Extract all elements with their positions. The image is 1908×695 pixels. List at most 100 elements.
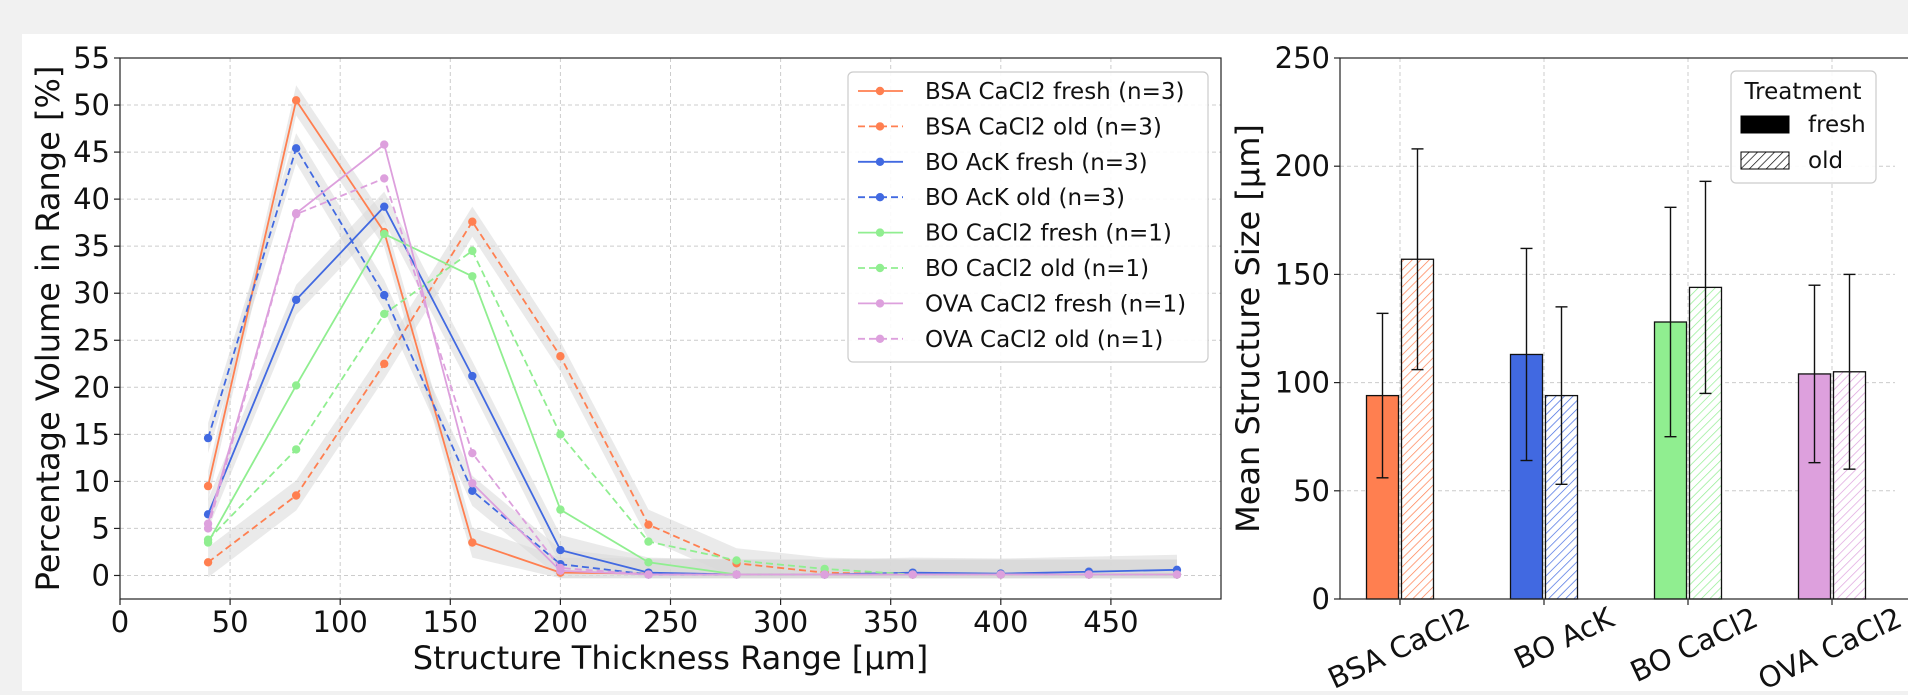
data-point (380, 290, 389, 300)
data-point (556, 545, 565, 555)
legend-label: fresh (1808, 112, 1866, 138)
y-tick-label: 30 (73, 276, 110, 310)
x-tick-label: 250 (643, 605, 698, 639)
y-tick-label: 40 (73, 182, 110, 216)
data-point (1084, 570, 1094, 579)
legend-marker (875, 263, 885, 273)
data-point (468, 538, 477, 547)
y-tick-label: 0 (1312, 582, 1330, 616)
data-point (732, 556, 741, 565)
data-point (203, 481, 213, 491)
legend-label: BO AcK old (n=3) (925, 185, 1125, 211)
legend-label: BO CaCl2 fresh (n=1) (925, 221, 1172, 247)
data-point (556, 505, 565, 514)
legend: Treatment fresh old (1730, 70, 1877, 184)
data-point (468, 479, 477, 488)
series-band (208, 133, 1177, 579)
legend-title: Treatment (1743, 79, 1861, 105)
legend-label: old (1808, 148, 1843, 174)
x-tick-label: 150 (423, 605, 478, 639)
data-point (291, 445, 301, 454)
data-point (644, 537, 653, 546)
x-tick-label: 300 (753, 605, 808, 639)
data-point (468, 448, 477, 458)
data-point (291, 96, 301, 105)
x-tick-label: 0 (111, 605, 129, 639)
data-point (468, 272, 477, 281)
y-tick-label: 35 (73, 229, 110, 263)
y-tick-label: 25 (73, 323, 110, 357)
data-point (291, 491, 301, 500)
data-point (380, 174, 389, 183)
series-line (207, 177, 1177, 576)
data-point (644, 520, 653, 529)
data-point (556, 563, 565, 573)
data-point (203, 524, 213, 533)
x-tick-label: 100 (313, 605, 368, 639)
data-point (203, 535, 213, 544)
data-point (820, 570, 829, 579)
series-line (207, 249, 1177, 576)
data-point (291, 381, 301, 390)
data-point (732, 570, 741, 579)
legend-label: BSA CaCl2 old (n=3) (925, 114, 1162, 140)
data-point (908, 570, 917, 579)
data-point (291, 144, 301, 153)
y-tick-label: 100 (1275, 366, 1330, 400)
legend: BSA CaCl2 fresh (n=3) BSA CaCl2 old (n=3)… (847, 71, 1209, 363)
data-point (380, 140, 389, 149)
data-point (380, 359, 389, 368)
data-point (468, 486, 477, 495)
y-tick-label: 50 (73, 88, 110, 122)
data-point (380, 229, 389, 239)
y-tick-label: 10 (73, 464, 110, 498)
data-point (996, 570, 1005, 579)
series-line (207, 220, 1177, 576)
data-point (291, 295, 301, 305)
y-axis-label: Mean Structure Size [µm] (1229, 124, 1267, 533)
y-tick-label: 5 (92, 511, 110, 545)
y-tick-label: 20 (73, 370, 110, 404)
legend-label: OVA CaCl2 fresh (n=1) (925, 291, 1186, 317)
y-tick-label: 0 (92, 558, 110, 592)
y-tick-label: 250 (1275, 41, 1330, 75)
legend-marker (875, 299, 885, 308)
y-tick-label: 45 (73, 135, 110, 169)
data-point (556, 430, 565, 439)
data-point (380, 202, 389, 211)
x-tick-label: 400 (973, 605, 1028, 639)
data-point (556, 352, 565, 361)
x-tick-label: 450 (1083, 605, 1138, 639)
legend-label: BO CaCl2 old (n=1) (925, 256, 1149, 282)
y-tick-label: 15 (73, 417, 110, 451)
line-chart: 0 50 100 150 200 250 300 350 400 450 0 5 10 15 20 25 30 3… (29, 41, 1222, 677)
data-point (380, 309, 389, 319)
legend-marker (875, 334, 885, 343)
legend-marker (875, 86, 885, 96)
x-tick-label: 200 (533, 605, 588, 639)
legend-frame (847, 71, 1209, 363)
y-tick-label: 55 (73, 41, 110, 75)
data-point (468, 217, 477, 226)
legend-marker (875, 157, 885, 166)
data-point (468, 246, 477, 256)
plot-frame (1339, 57, 1908, 600)
legend-label: OVA CaCl2 old (n=1) (925, 327, 1163, 353)
legend-marker (875, 193, 885, 202)
legend-marker (875, 122, 885, 131)
legend-label: BO AcK fresh (n=3) (925, 150, 1148, 176)
data-point (203, 433, 213, 443)
data-point (203, 558, 213, 567)
x-axis-label: Structure Thickness Range [µm] (413, 639, 928, 677)
x-tick-label: 50 (212, 605, 249, 639)
data-point (468, 371, 477, 381)
legend-swatch (1740, 151, 1790, 170)
y-tick-label: 150 (1275, 257, 1330, 291)
y-tick-label: 200 (1275, 149, 1330, 183)
data-point (644, 558, 653, 567)
data-point (291, 209, 301, 219)
data-point (644, 570, 653, 579)
legend-swatch (1740, 115, 1790, 134)
